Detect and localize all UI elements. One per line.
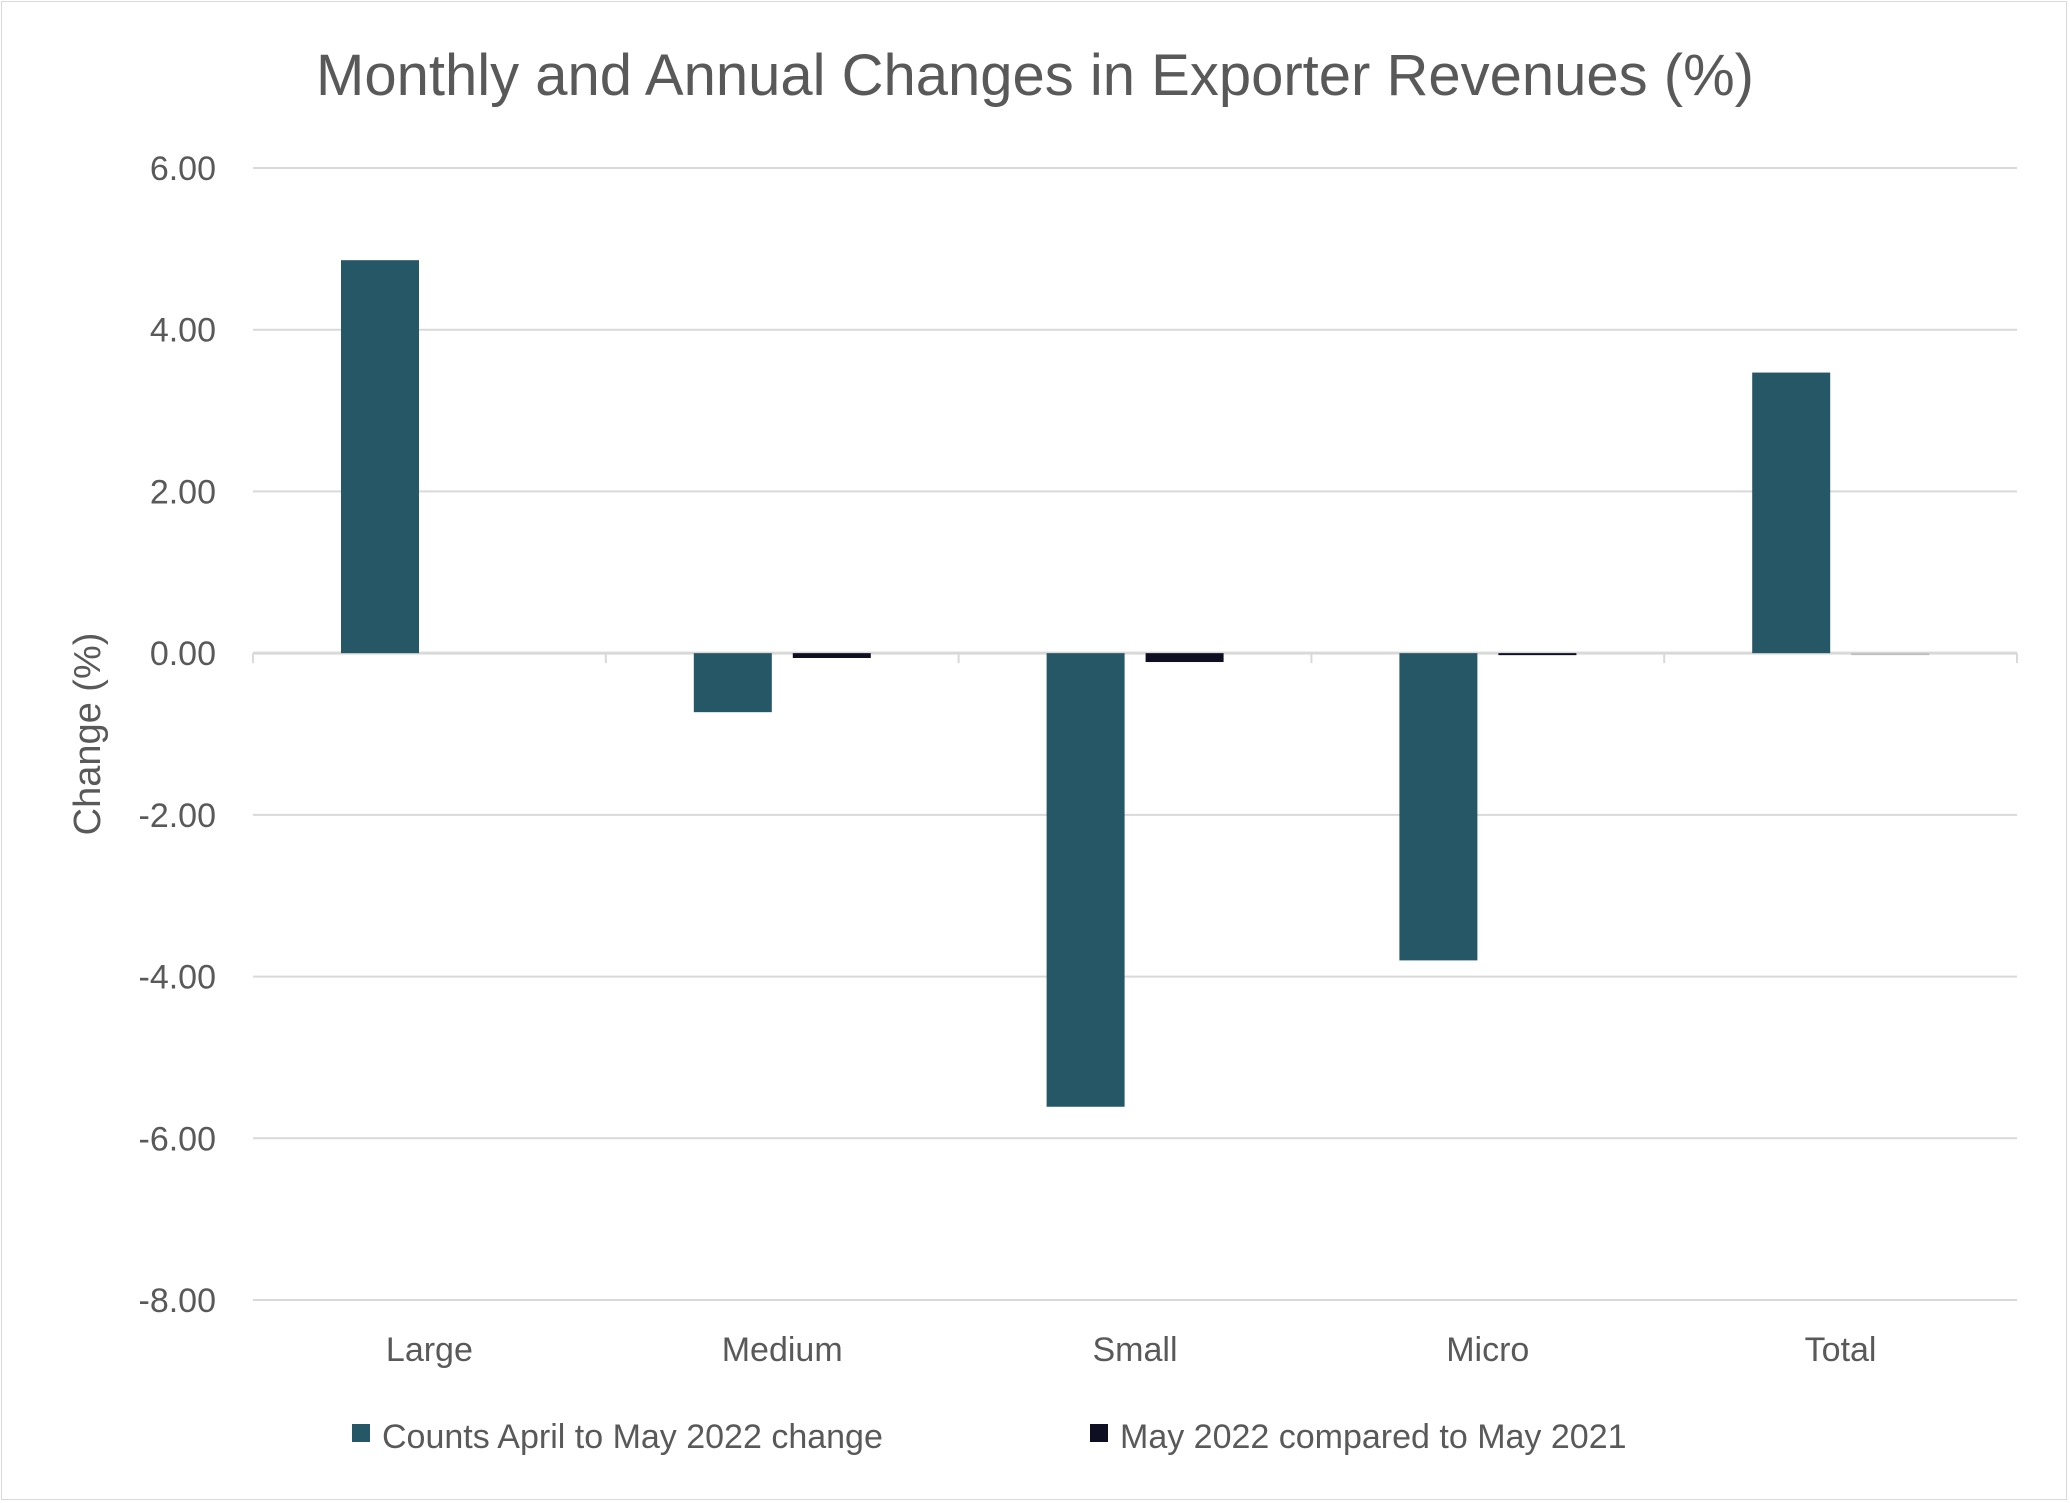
y-tick-label: -8.00 bbox=[139, 1282, 217, 1320]
y-tick-label: -6.00 bbox=[139, 1120, 217, 1158]
y-tick-label: -2.00 bbox=[139, 797, 217, 835]
legend-swatch bbox=[352, 1424, 370, 1442]
y-tick-label: 0.00 bbox=[150, 635, 216, 673]
bar-micro-series1 bbox=[1399, 653, 1478, 961]
x-tick-label: Medium bbox=[722, 1331, 843, 1369]
bar-large-series1 bbox=[341, 260, 419, 654]
y-tick-label: -4.00 bbox=[139, 959, 217, 997]
y-tick-label: 6.00 bbox=[150, 150, 216, 188]
bar-micro-series2 bbox=[1498, 653, 1577, 656]
x-tick-label: Total bbox=[1805, 1331, 1877, 1369]
chart-title: Monthly and Annual Changes in Exporter R… bbox=[316, 43, 1754, 108]
bar-medium-series2 bbox=[792, 653, 871, 658]
bar-small-series1 bbox=[1046, 653, 1125, 1107]
legend-swatch bbox=[1090, 1424, 1108, 1442]
bar-total-series1 bbox=[1752, 372, 1831, 654]
legend-label: May 2022 compared to May 2021 bbox=[1120, 1418, 1627, 1456]
bar-total-series2 bbox=[1851, 653, 1930, 656]
x-tick-label: Micro bbox=[1446, 1331, 1529, 1369]
y-axis-label: Change (%) bbox=[67, 633, 109, 836]
legend-label: Counts April to May 2022 change bbox=[382, 1418, 883, 1456]
bar-medium-series1 bbox=[693, 653, 772, 713]
x-tick-label: Large bbox=[386, 1331, 473, 1369]
bar-small-series2 bbox=[1145, 653, 1224, 663]
x-tick-label: Small bbox=[1092, 1331, 1177, 1369]
y-tick-label: 4.00 bbox=[150, 312, 216, 350]
y-tick-label: 2.00 bbox=[150, 473, 216, 511]
